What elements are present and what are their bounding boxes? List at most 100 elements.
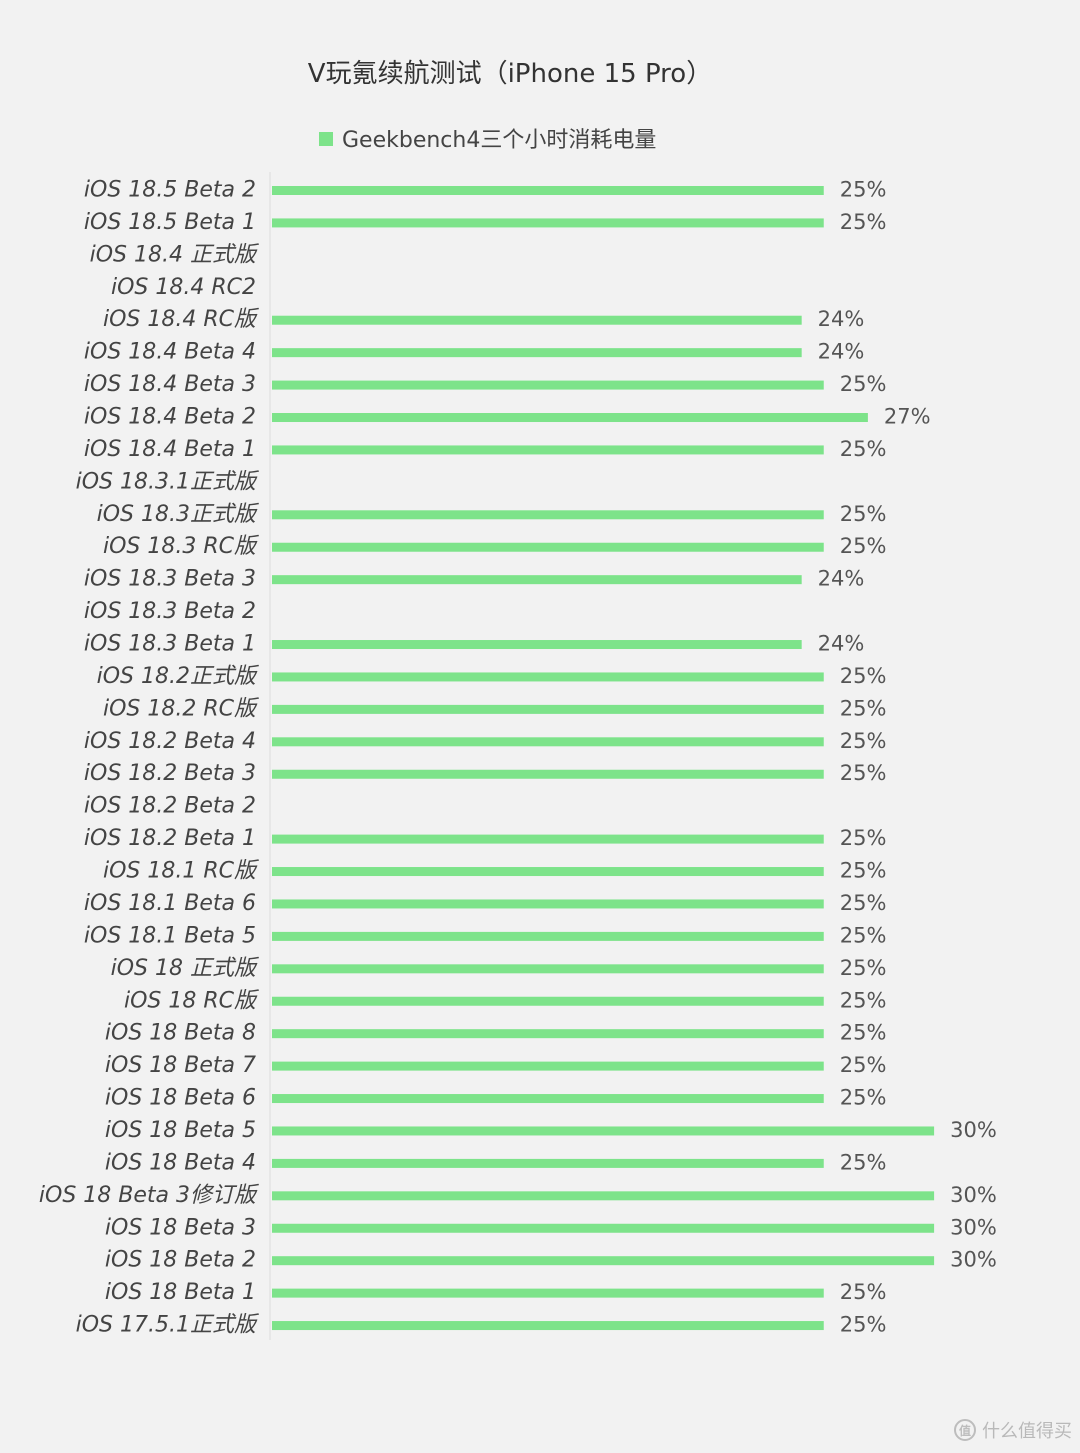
category-label: iOS 18 Beta 6 [105,1086,256,1111]
bar [272,186,824,195]
value-label: 25% [840,437,887,461]
legend-label: Geekbench4三个小时消耗电量 [342,128,656,153]
bar [272,542,824,552]
value-label: 30% [950,1248,997,1272]
category-label: iOS 18.4 Beta 2 [84,405,256,430]
bar [272,510,824,520]
bar [272,672,824,682]
bar [272,1321,824,1331]
watermark-text: 什么值得买 [982,1421,1072,1442]
category-label: iOS 18.4 Beta 4 [84,340,256,365]
bar [272,640,802,650]
category-label: iOS 18.4 RC版 [103,307,260,332]
value-label: 24% [818,632,865,656]
bar [272,1256,935,1266]
category-label: iOS 18.2 Beta 4 [84,729,256,754]
bar [272,413,868,423]
value-label: 25% [840,1313,887,1337]
category-label: iOS 18.1 Beta 5 [84,923,256,948]
category-label: iOS 18.2 RC版 [103,696,260,721]
value-label: 30% [950,1183,997,1207]
category-label: iOS 18 Beta 3 [105,1215,256,1240]
bar [272,1158,824,1168]
value-label: 25% [840,923,887,947]
legend: Geekbench4三个小时消耗电量 [319,128,656,153]
category-label: iOS 18 Beta 8 [105,1021,256,1046]
value-label: 25% [840,210,887,234]
category-label: iOS 18.4 RC2 [111,275,256,300]
watermark-logo-icon: 值 [954,1419,976,1441]
category-label: iOS 18 Beta 2 [105,1248,256,1273]
value-label: 25% [840,1150,887,1174]
category-label: iOS 18.2正式版 [97,664,260,689]
value-label: 24% [818,307,865,331]
category-label: iOS 18.2 Beta 1 [84,826,256,851]
category-label: iOS 18.3 Beta 3 [84,567,256,592]
value-label: 25% [840,891,887,915]
value-label: 25% [840,859,887,883]
category-label: iOS 18.4 Beta 3 [84,372,256,397]
value-label: 25% [840,826,887,850]
category-label: iOS 18.4 Beta 1 [84,437,256,462]
category-label: iOS 18 RC版 [124,988,260,1013]
watermark: 值 什么值得买 [954,1417,1072,1443]
category-label: iOS 18.4 正式版 [90,242,260,267]
bar [272,445,824,455]
category-label: iOS 18 Beta 5 [105,1118,256,1143]
bar [272,1029,824,1039]
value-label: 25% [840,664,887,688]
bar [272,1061,824,1071]
category-label: iOS 18.2 Beta 2 [84,794,256,819]
category-label: iOS 18.1 Beta 6 [84,891,256,916]
value-label: 27% [884,405,931,429]
category-label: iOS 18 Beta 3修订版 [39,1183,260,1208]
bar [272,218,824,228]
bar [272,1126,935,1136]
value-label: 25% [840,1053,887,1077]
value-label: 25% [840,1021,887,1045]
category-label: iOS 18 Beta 4 [105,1150,256,1175]
bar [272,964,824,974]
category-label: iOS 18 Beta 7 [105,1053,256,1078]
value-label: 25% [840,502,887,526]
value-label: 24% [818,340,865,364]
bar [272,769,824,779]
bar [272,899,824,909]
bar [272,737,824,747]
category-label: iOS 18.3 Beta 1 [84,632,256,657]
bar [272,996,824,1006]
category-label: iOS 18.2 Beta 3 [84,761,256,786]
value-label: 25% [840,178,887,202]
category-label: iOS 18.3.1正式版 [76,469,260,494]
value-label: 25% [840,696,887,720]
legend-swatch [319,132,333,146]
category-label: iOS 18.3正式版 [97,502,260,527]
value-label: 24% [818,567,865,591]
value-label: 25% [840,1086,887,1110]
chart-title: V玩氪续航测试（iPhone 15 Pro） [308,59,712,89]
bar [272,380,824,390]
value-label: 25% [840,988,887,1012]
bar [272,931,824,941]
category-label: iOS 17.5.1正式版 [76,1313,260,1338]
category-label: iOS 18 Beta 1 [105,1280,256,1305]
bar [272,704,824,714]
value-label: 25% [840,761,887,785]
category-label: iOS 18.5 Beta 1 [84,210,256,235]
value-label: 25% [840,956,887,980]
bar [272,315,802,325]
bar [272,1094,824,1104]
bar-group: iOS 18.5 Beta 2 25% iOS 18.5 Beta 1 25% iOS … [39,178,997,1338]
category-label: iOS 18.5 Beta 2 [84,178,256,203]
bar [272,575,802,585]
value-label: 30% [950,1118,997,1142]
category-label: iOS 18.3 RC版 [103,534,260,559]
bar [272,348,802,358]
value-label: 25% [840,729,887,753]
category-label: iOS 18 正式版 [111,956,260,981]
bar [272,1223,935,1233]
bar [272,834,824,844]
category-label: iOS 18.1 RC版 [103,859,260,884]
value-label: 30% [950,1215,997,1239]
